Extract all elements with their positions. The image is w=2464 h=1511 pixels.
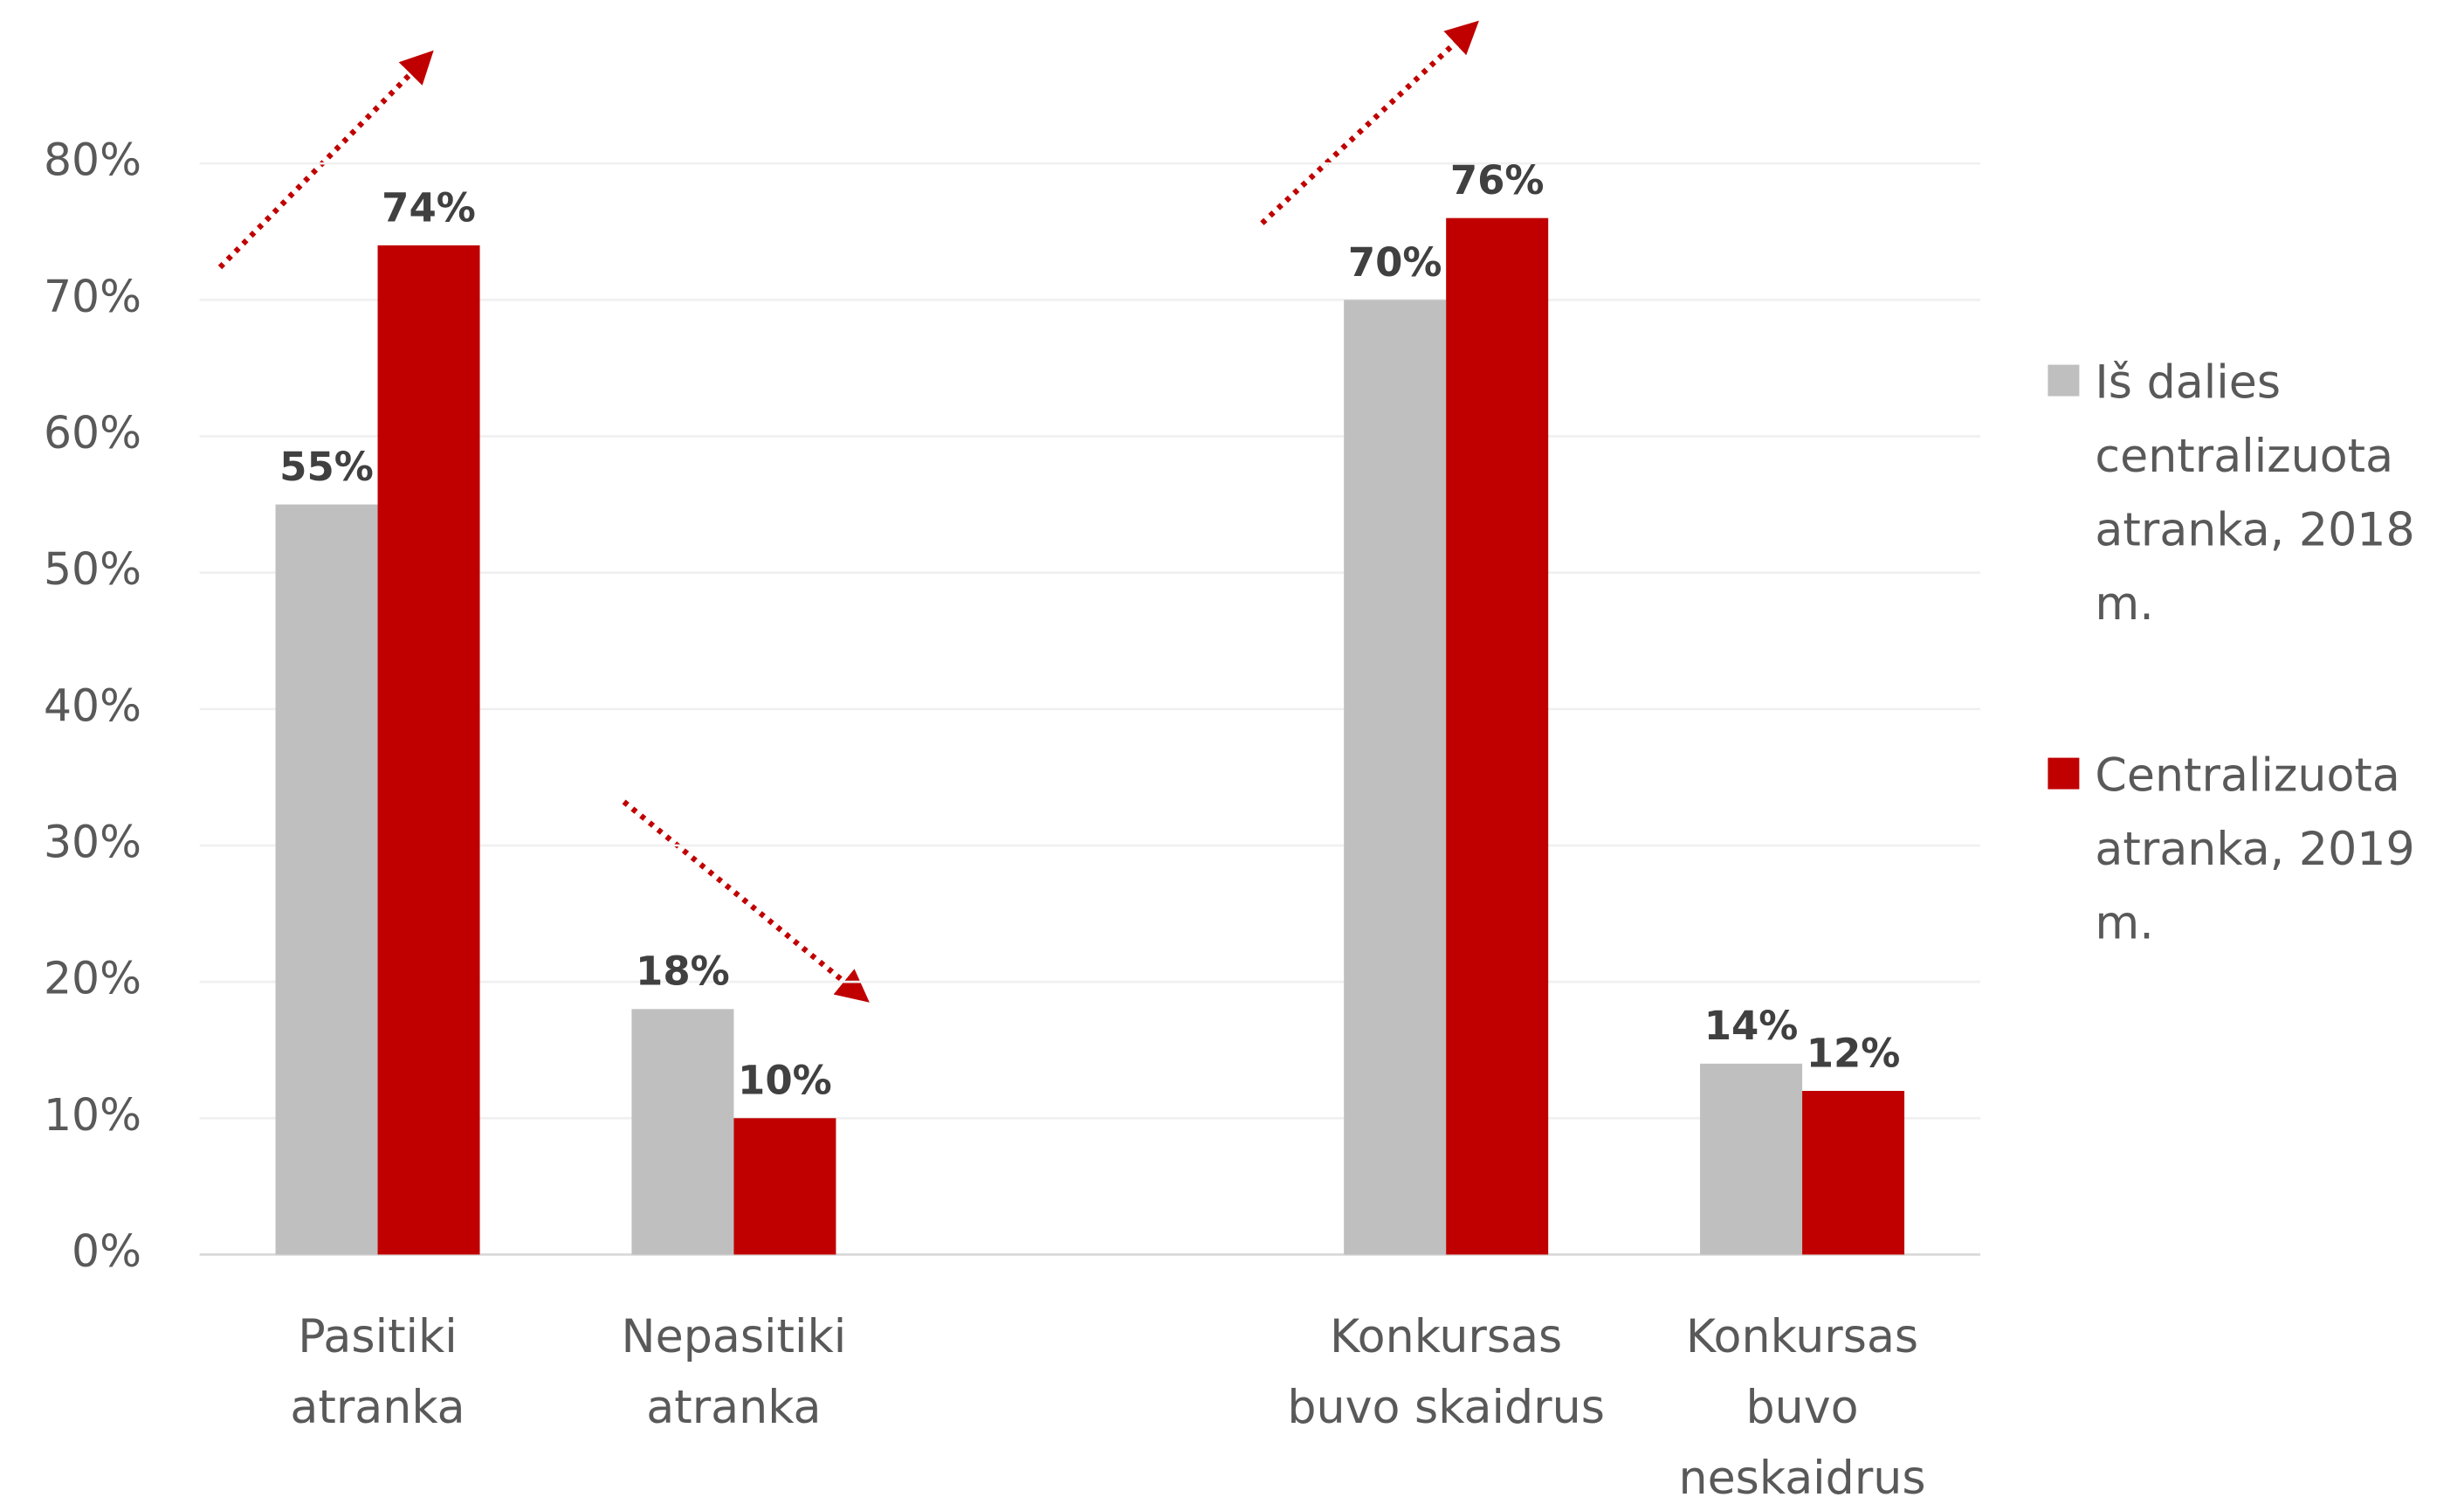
bar bbox=[377, 245, 480, 1255]
bar bbox=[631, 1009, 734, 1255]
y-tick-label: 50% bbox=[44, 543, 141, 595]
bar bbox=[1344, 300, 1447, 1255]
y-tick-label: 30% bbox=[44, 816, 141, 867]
legend-swatch bbox=[2048, 757, 2080, 790]
x-tick-label: Konkursas buvo skaidrus bbox=[1287, 1309, 1605, 1434]
data-label: 76% bbox=[1450, 157, 1545, 204]
legend-label: Iš dalies centralizuota atranka, 2018 m. bbox=[2095, 355, 2415, 631]
bar bbox=[733, 1118, 836, 1255]
x-tick-label: Konkursas buvo neskaidrus bbox=[1678, 1309, 1926, 1505]
data-label: 74% bbox=[382, 184, 476, 231]
trend-arrows bbox=[217, 20, 1479, 1003]
bar bbox=[1446, 217, 1549, 1255]
data-label: 14% bbox=[1704, 1003, 1799, 1049]
y-tick-label: 40% bbox=[44, 680, 141, 731]
data-label: 18% bbox=[636, 949, 730, 995]
bar bbox=[1802, 1091, 1905, 1255]
data-label: 10% bbox=[738, 1058, 832, 1104]
x-tick-label: Pasitiki atranka bbox=[290, 1309, 465, 1434]
bar bbox=[1700, 1063, 1803, 1255]
bar bbox=[275, 504, 378, 1255]
arrow-up bbox=[1260, 20, 1479, 225]
data-label: 70% bbox=[1348, 239, 1442, 286]
data-label: 55% bbox=[279, 444, 374, 490]
x-tick-label: Nepasitiki atranka bbox=[621, 1309, 847, 1434]
data-label: 12% bbox=[1807, 1030, 1901, 1076]
y-tick-label: 20% bbox=[44, 953, 141, 1004]
y-tick-label: 80% bbox=[44, 135, 141, 186]
y-tick-label: 0% bbox=[72, 1225, 141, 1277]
legend-label: Centralizuota atranka, 2019 m. bbox=[2095, 748, 2415, 950]
arrow-down bbox=[622, 799, 870, 1003]
y-tick-label: 10% bbox=[44, 1089, 141, 1141]
y-tick-label: 70% bbox=[44, 271, 141, 322]
y-tick-label: 60% bbox=[44, 407, 141, 459]
arrow-up bbox=[217, 50, 434, 270]
legend-swatch bbox=[2048, 364, 2080, 397]
